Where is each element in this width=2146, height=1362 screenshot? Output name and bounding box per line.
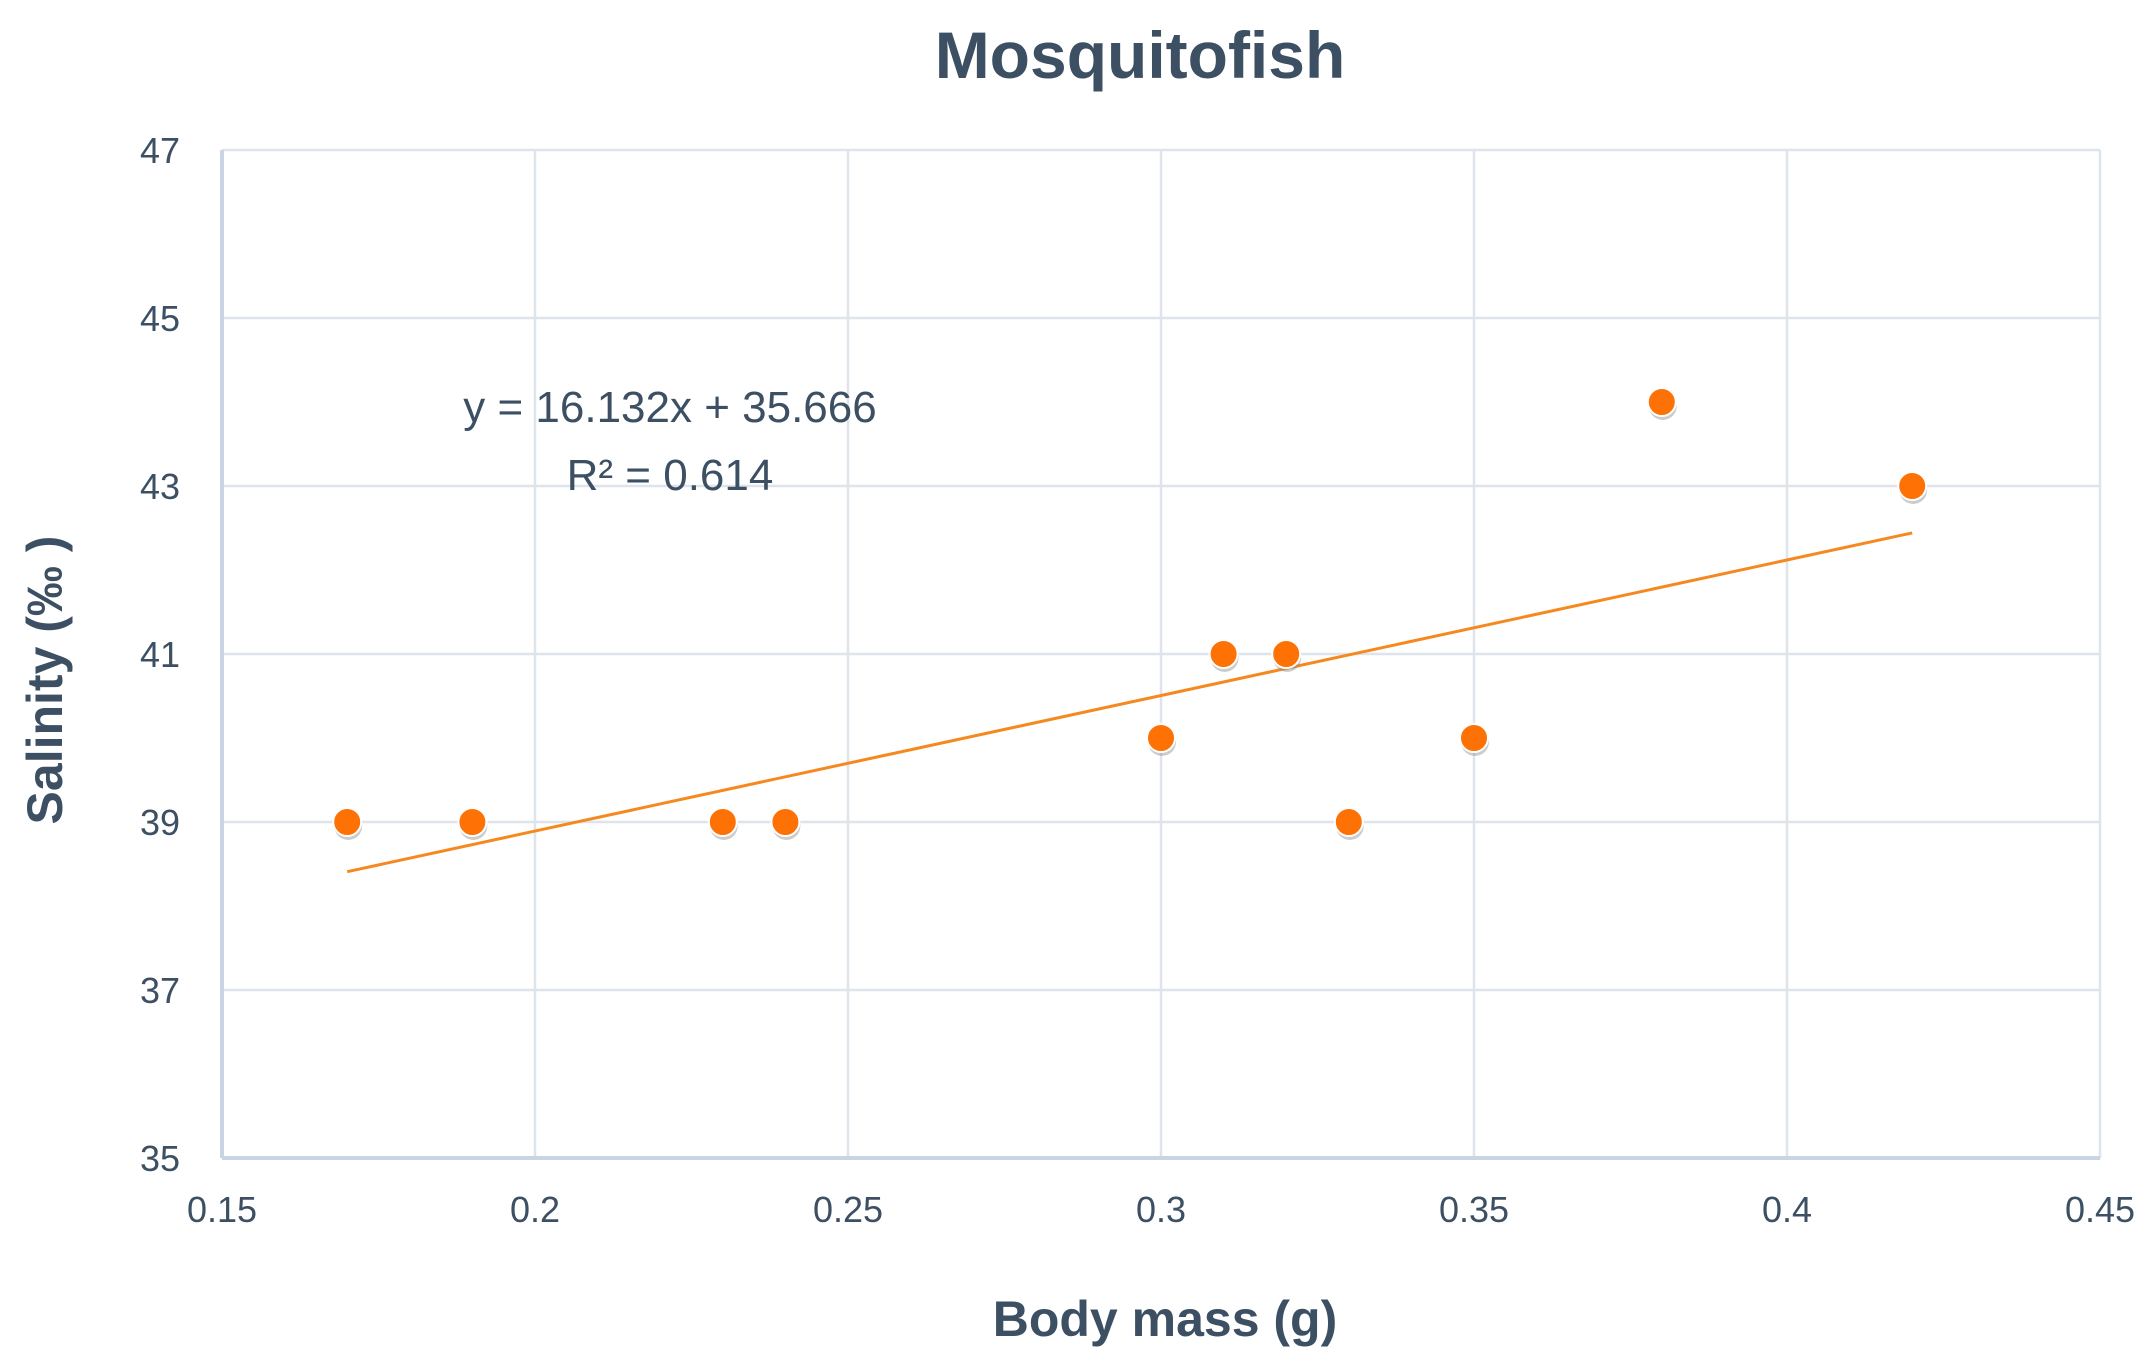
x-tick-label: 0.4: [1762, 1189, 1812, 1230]
y-tick-label: 41: [140, 634, 180, 675]
chart-title: Mosquitofish: [935, 18, 1346, 92]
y-axis-title: Salinity (‰ ): [17, 536, 73, 825]
y-tick-label: 35: [140, 1138, 180, 1179]
x-tick-label: 0.3: [1136, 1189, 1186, 1230]
data-point: [707, 807, 738, 837]
data-point: [1646, 387, 1677, 417]
x-axis-title: Body mass (g): [993, 1291, 1338, 1347]
x-tick-label: 0.45: [2065, 1189, 2135, 1230]
data-point: [332, 807, 363, 837]
data-points: [332, 387, 1928, 840]
y-tick-label: 43: [140, 466, 180, 507]
data-point: [1208, 639, 1239, 669]
trendline: [346, 531, 1913, 874]
trendline-equation: y = 16.132x + 35.666: [463, 383, 876, 432]
y-tick-label: 37: [140, 970, 180, 1011]
data-point: [457, 807, 488, 837]
x-tick-label: 0.2: [510, 1189, 560, 1230]
data-point: [1146, 723, 1176, 753]
y-tick-label: 39: [140, 802, 180, 843]
data-point: [1897, 471, 1928, 501]
x-tick-labels: 0.15 0.2 0.25 0.3 0.35 0.4 0.45: [187, 1189, 2135, 1230]
data-point: [1271, 639, 1302, 669]
trendline-group: [346, 531, 1913, 874]
data-point: [1459, 723, 1489, 753]
data-point: [1333, 807, 1364, 837]
x-tick-label: 0.35: [1439, 1189, 1509, 1230]
r-squared-label: R² = 0.614: [567, 451, 774, 500]
data-point: [770, 807, 801, 837]
y-tick-label: 45: [140, 298, 180, 339]
x-tick-label: 0.15: [187, 1189, 257, 1230]
y-tick-label: 47: [140, 130, 180, 171]
gridlines: [222, 148, 2102, 1158]
axes: [220, 150, 2100, 1160]
y-tick-labels: 35 37 39 41 43 45 47: [140, 130, 180, 1179]
x-tick-label: 0.25: [813, 1189, 883, 1230]
